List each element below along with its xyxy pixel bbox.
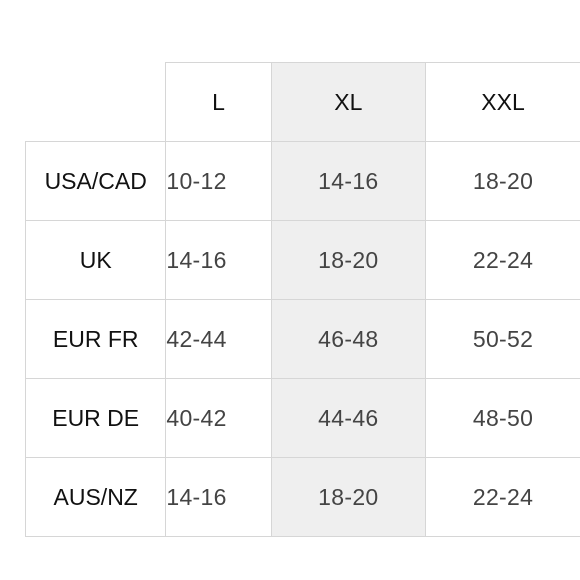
table-row: AUS/NZ 14-16 18-20 22-24 — [24, 457, 580, 537]
header-corner-cell — [25, 62, 167, 142]
size-cell: 14-16 — [270, 141, 427, 221]
size-cell: 40-42 — [165, 378, 272, 458]
region-label: USA/CAD — [24, 141, 167, 221]
region-label: EUR FR — [24, 299, 167, 379]
table-row: EUR FR 42-44 46-48 50-52 — [24, 299, 580, 379]
size-cell: 14-16 — [165, 220, 272, 300]
size-cell: 18-20 — [270, 220, 427, 300]
size-cell: 50-52 — [425, 299, 580, 379]
region-label: AUS/NZ — [24, 457, 167, 537]
size-cell: 44-46 — [270, 378, 427, 458]
table-row: EUR DE 40-42 44-46 48-50 — [24, 378, 580, 458]
size-cell: 48-50 — [425, 378, 580, 458]
size-header-l: L — [165, 62, 272, 142]
size-chart-table: L XL XXL USA/CAD 10-12 14-16 18-20 UK 14… — [24, 62, 580, 537]
size-header-row: L XL XXL — [25, 62, 580, 142]
size-cell: 18-20 — [270, 457, 427, 537]
table-row: UK 14-16 18-20 22-24 — [24, 220, 580, 300]
size-cell: 18-20 — [425, 141, 580, 221]
size-cell: 22-24 — [425, 457, 580, 537]
size-cell: 42-44 — [165, 299, 272, 379]
region-label: UK — [24, 220, 167, 300]
size-header-xl: XL — [270, 62, 427, 142]
size-header-xxl: XXL — [425, 62, 580, 142]
size-cell: 46-48 — [270, 299, 427, 379]
region-label: EUR DE — [24, 378, 167, 458]
size-cell: 22-24 — [425, 220, 580, 300]
table-row: USA/CAD 10-12 14-16 18-20 — [24, 141, 580, 221]
size-cell: 10-12 — [165, 141, 272, 221]
size-cell: 14-16 — [165, 457, 272, 537]
